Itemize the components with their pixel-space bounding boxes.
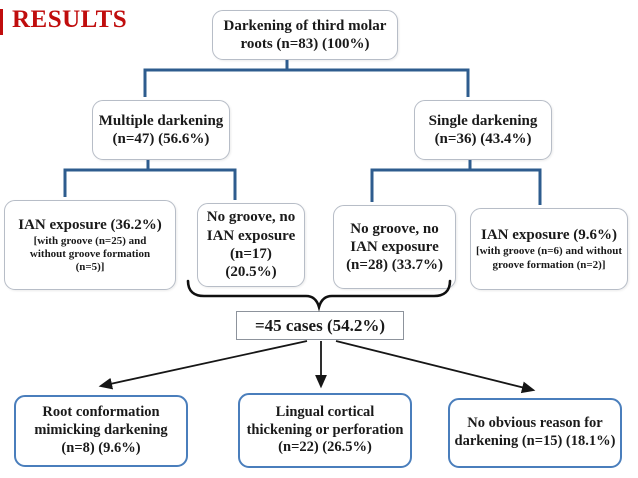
no-groove-left-label: No groove, no IAN exposure (n=17) (20.5%… [206, 209, 296, 281]
no-groove-left-box: No groove, no IAN exposure (n=17) (20.5%… [197, 203, 305, 287]
no-obvious-reason-box: No obvious reason for darkening (n=15) (… [448, 398, 622, 468]
arrow-to-no-obvious-reason [335, 340, 536, 394]
multiple-darkening-box: Multiple darkening (n=47) (56.6%) [92, 100, 230, 160]
ian-exposure-right-sub: [with groove (n=6) and without groove fo… [475, 245, 623, 271]
root-conformation-box: Root conformation mimicking darkening (n… [14, 395, 188, 467]
summary-45-cases-box: =45 cases (54.2%) [236, 311, 404, 340]
multiple-darkening-label: Multiple darkening (n=47) (56.6%) [98, 112, 224, 147]
page-title: RESULTS [12, 6, 128, 33]
ian-exposure-right-main: IAN exposure (9.6%) [481, 227, 617, 244]
arrow-to-root-conformation [98, 340, 308, 390]
lingual-cortical-label: Lingual cortical thickening or perforati… [246, 403, 404, 456]
connector-root-to-level2 [143, 60, 470, 97]
ian-exposure-left-main: IAN exposure (36.2%) [18, 216, 162, 233]
connector-multiple-to-level3 [63, 160, 237, 200]
root-box-darkening-total: Darkening of third molar roots (n=83) (1… [212, 10, 398, 60]
ian-exposure-right-box: IAN exposure (9.6%) [with groove (n=6) a… [470, 208, 628, 290]
summary-45-cases-label: =45 cases (54.2%) [254, 315, 386, 335]
single-darkening-box: Single darkening (n=36) (43.4%) [414, 100, 552, 160]
connector-single-to-level3 [370, 160, 542, 205]
no-groove-right-label: No groove, no IAN exposure (n=28) (33.7%… [346, 220, 443, 274]
root-box-label: Darkening of third molar roots (n=83) (1… [223, 17, 387, 52]
ian-exposure-left-sub: [with groove (n=25) and without groove f… [29, 234, 151, 274]
single-darkening-label: Single darkening (n=36) (43.4%) [428, 112, 538, 147]
root-conformation-label: Root conformation mimicking darkening (n… [34, 404, 168, 456]
ian-exposure-left-box: IAN exposure (36.2%) [with groove (n=25)… [4, 200, 176, 290]
slide-edge-artifact [0, 9, 3, 35]
no-obvious-reason-label: No obvious reason for darkening (n=15) (… [454, 415, 616, 449]
no-groove-right-box: No groove, no IAN exposure (n=28) (33.7%… [333, 205, 456, 289]
lingual-cortical-box: Lingual cortical thickening or perforati… [238, 393, 412, 468]
